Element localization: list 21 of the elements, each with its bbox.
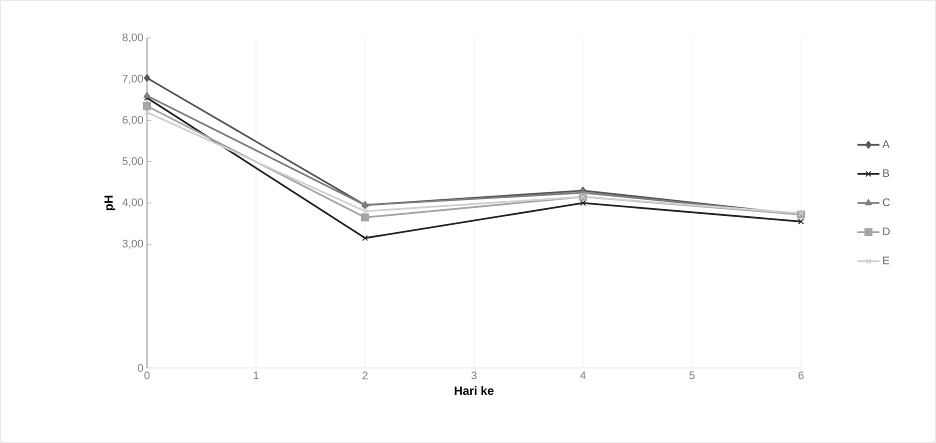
legend-label: B: [883, 169, 890, 177]
y-tick-label: 7,00: [122, 74, 144, 84]
legend-label: E: [883, 256, 890, 264]
y-tick-label: 8,00: [122, 33, 144, 43]
x-tick-label: 4: [580, 372, 586, 380]
x-axis-title: Hari ke: [454, 386, 494, 395]
y-tick-label: 4,00: [122, 198, 144, 208]
legend-label: D: [883, 228, 890, 236]
x-tick-label: 1: [254, 372, 259, 380]
y-tick-label: 3,00: [122, 240, 144, 249]
y-tick-label: 6,00: [122, 116, 144, 126]
x-tick-label: 6: [798, 372, 804, 380]
y-tick-label: 0: [138, 364, 144, 372]
legend-label: C: [882, 198, 890, 206]
x-tick-label: 0: [144, 372, 150, 380]
x-tick-label: 3: [471, 372, 477, 380]
y-tick-label: 5,00: [122, 157, 144, 166]
x-tick-label: 5: [689, 372, 695, 380]
y-axis-title: pH: [104, 196, 116, 210]
legend-label: A: [882, 140, 890, 148]
x-tick-label: 2: [362, 372, 368, 380]
